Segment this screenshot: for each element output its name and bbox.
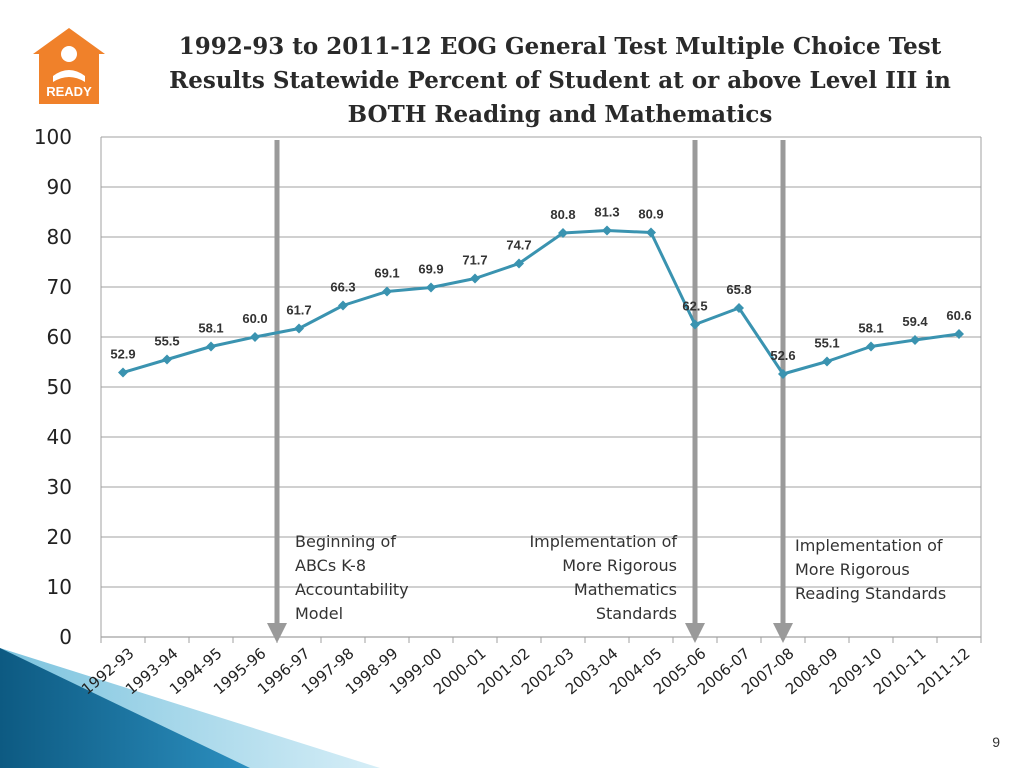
annotation-text: Accountability (295, 580, 409, 599)
y-tick-label: 20 (47, 525, 72, 549)
annotation-text: Implementation of (795, 536, 943, 555)
y-tick-label: 100 (34, 125, 72, 149)
data-point (822, 356, 832, 367)
data-label: 71.7 (462, 253, 487, 268)
data-label: 59.4 (902, 314, 928, 329)
annotation-text: More Rigorous (795, 560, 910, 579)
data-point (646, 227, 656, 238)
title-line-1: 1992-93 to 2011-12 EOG General Test Mult… (178, 33, 942, 60)
data-label: 66.3 (330, 280, 355, 295)
data-point (558, 228, 568, 238)
y-tick-label: 80 (47, 225, 72, 249)
annotation-text: Mathematics (574, 580, 677, 599)
data-label: 52.6 (770, 348, 795, 363)
data-point (470, 273, 480, 284)
data-label: 74.7 (506, 238, 531, 253)
data-label: 58.1 (858, 321, 883, 336)
y-tick-label: 60 (47, 325, 72, 349)
data-label: 80.8 (550, 207, 575, 222)
annotation-text: Implementation of (529, 532, 677, 551)
annotation-text: ABCs K-8 (295, 556, 366, 575)
data-label: 69.9 (418, 262, 443, 277)
page-title: 1992-93 to 2011-12 EOG General Test Mult… (120, 30, 1000, 132)
data-label: 80.9 (638, 207, 663, 222)
data-label: 60.0 (242, 311, 267, 326)
annotation-text: More Rigorous (562, 556, 677, 575)
annotation-group: Beginning of ABCs K-8 Accountability Model (295, 532, 409, 623)
data-point (382, 286, 392, 297)
data-point (118, 367, 128, 378)
data-label: 58.1 (198, 321, 223, 336)
y-tick-label: 50 (47, 375, 72, 399)
series-line (122, 229, 960, 376)
data-label: 65.8 (726, 282, 751, 297)
data-label: 61.7 (286, 303, 311, 318)
data-label: 55.5 (154, 334, 179, 349)
annotation-group: Implementation of More Rigorous Reading St… (795, 536, 946, 603)
data-point (206, 341, 216, 352)
logo-text: READY (46, 84, 92, 99)
annotation-text: Reading Standards (795, 584, 946, 603)
data-point (250, 332, 260, 342)
y-tick-label: 30 (47, 475, 72, 499)
data-label: 55.1 (814, 336, 839, 351)
y-tick-label: 40 (47, 425, 72, 449)
data-point (602, 225, 612, 236)
data-label: 69.1 (374, 266, 399, 281)
data-point (690, 319, 700, 330)
annotation-text: Standards (596, 604, 677, 623)
data-label: 81.3 (594, 205, 619, 220)
data-point (866, 341, 876, 352)
data-label: 60.6 (946, 308, 971, 323)
data-point (426, 282, 436, 293)
y-tick-label: 70 (47, 275, 72, 299)
data-point (162, 354, 172, 365)
data-label: 52.9 (110, 347, 135, 362)
y-tick-label: 0 (59, 625, 72, 649)
data-point (778, 369, 788, 379)
data-point (294, 323, 304, 334)
title-line-2: Results Statewide Percent of Student at … (169, 67, 951, 94)
data-point (954, 329, 964, 339)
data-label: 62.5 (682, 299, 707, 314)
data-point (338, 300, 348, 311)
annotation-text: Model (295, 604, 343, 623)
y-tick-label: 10 (47, 575, 72, 599)
data-point (514, 258, 524, 269)
data-point (734, 303, 744, 313)
page-number: 9 (992, 734, 1000, 750)
title-line-3: BOTH Reading and Mathematics (347, 101, 773, 128)
annotation-group: Implementation of More Rigorous Mathematic… (529, 532, 677, 623)
annotation-text: Beginning of (295, 532, 396, 551)
ready-logo: READY (33, 28, 105, 104)
data-point (910, 335, 920, 345)
y-tick-label: 90 (47, 175, 72, 199)
